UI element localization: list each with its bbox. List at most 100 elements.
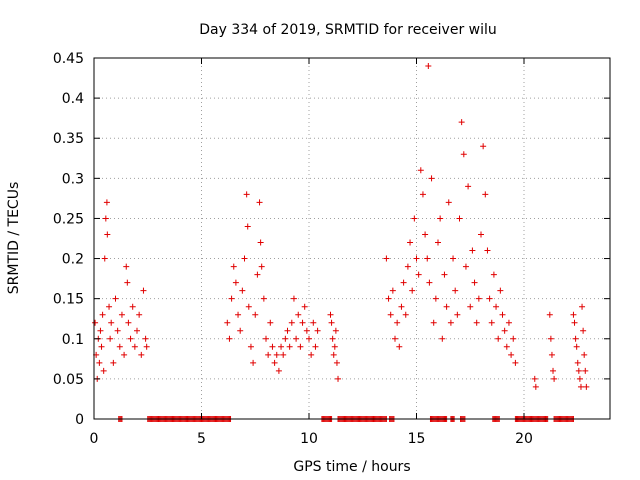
data-point [335, 375, 342, 382]
data-point [252, 311, 259, 318]
data-point [103, 199, 110, 206]
data-point [224, 319, 231, 326]
data-point [100, 367, 107, 374]
data-point [497, 287, 504, 294]
data-point [573, 343, 580, 350]
x-tick-label: 5 [197, 431, 206, 447]
data-point [576, 375, 583, 382]
data-point [99, 311, 106, 318]
data-point [244, 223, 251, 230]
x-axis-title: GPS time / hours [293, 459, 410, 475]
data-point [394, 319, 401, 326]
data-point [510, 335, 517, 342]
data-point [478, 231, 484, 238]
data-point [258, 263, 265, 270]
data-point [447, 319, 454, 326]
data-point [550, 367, 557, 374]
data-point [290, 295, 297, 302]
data-point [328, 319, 335, 326]
axis-ticks [93, 57, 610, 420]
data-point [275, 367, 282, 374]
data-point [98, 343, 105, 350]
data-point [280, 351, 287, 358]
data-point [301, 303, 308, 310]
data-point [548, 351, 555, 358]
data-point [409, 287, 416, 294]
data-point [129, 303, 136, 310]
data-point [333, 359, 340, 366]
data-point [269, 343, 276, 350]
data-point [531, 375, 538, 382]
data-point [404, 263, 411, 270]
data-point [116, 343, 123, 350]
y-tick-label: 0.35 [53, 131, 84, 147]
data-point [482, 191, 489, 198]
data-point [299, 319, 306, 326]
y-tick-label: 0.2 [62, 252, 84, 268]
data-point [138, 351, 145, 358]
x-tick-label: 15 [408, 431, 426, 447]
data-point [452, 287, 459, 294]
data-point [254, 271, 261, 278]
data-point [546, 311, 553, 318]
data-point [471, 279, 478, 286]
data-point [134, 327, 140, 334]
data-point [551, 375, 558, 382]
data-point [112, 295, 119, 302]
data-point [303, 327, 310, 334]
data-point [329, 335, 336, 342]
data-point [445, 199, 452, 206]
data-point [475, 295, 482, 302]
data-point [501, 327, 508, 334]
data-point [230, 263, 237, 270]
data-point [232, 279, 239, 286]
data-point [532, 383, 539, 390]
data-point [104, 231, 111, 238]
data-point [241, 255, 248, 262]
data-point [467, 303, 474, 310]
data-point [293, 335, 300, 342]
x-tick-label: 10 [300, 431, 318, 447]
data-point [387, 311, 394, 318]
data-point [250, 359, 257, 366]
data-point [411, 215, 418, 222]
data-point [385, 295, 392, 302]
data-point [450, 255, 457, 262]
data-point [121, 351, 128, 358]
data-point [441, 271, 448, 278]
data-point [499, 311, 506, 318]
data-point [456, 215, 463, 222]
data-point [425, 63, 432, 70]
data-point [577, 383, 584, 390]
data-point [575, 367, 582, 374]
data-point [286, 343, 293, 350]
data-point [490, 271, 497, 278]
data-point [243, 191, 250, 198]
data-point [417, 167, 424, 174]
data-point [580, 327, 587, 334]
data-point [284, 327, 291, 334]
y-tick-label: 0.25 [53, 211, 84, 227]
data-point [297, 343, 304, 350]
data-point [583, 383, 590, 390]
data-point [267, 319, 274, 326]
data-point [239, 287, 246, 294]
data-point [327, 311, 334, 318]
x-tick-label: 0 [90, 431, 99, 447]
data-point [288, 319, 295, 326]
data-point [422, 231, 429, 238]
data-point [271, 359, 278, 366]
data-point [257, 239, 264, 246]
data-point [92, 319, 99, 326]
data-point [102, 215, 109, 222]
plot-frame [93, 57, 611, 420]
data-point [547, 335, 554, 342]
data-point [237, 327, 244, 334]
data-point [97, 327, 104, 334]
data-point [402, 311, 409, 318]
data-point [392, 335, 398, 342]
data-point [400, 279, 407, 286]
data-point [488, 319, 495, 326]
data-point [495, 335, 502, 342]
